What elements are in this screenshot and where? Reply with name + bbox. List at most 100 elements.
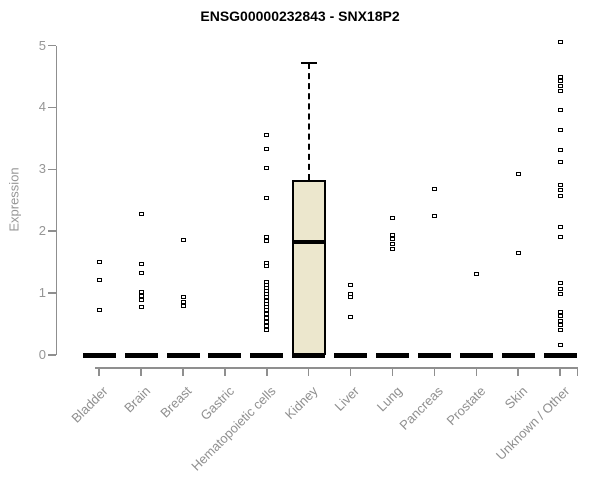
data-point [557, 79, 563, 84]
zero-bar [208, 352, 242, 358]
data-point [180, 295, 186, 300]
y-tick [47, 230, 56, 232]
data-point [557, 40, 563, 45]
data-point [390, 246, 395, 251]
data-point [264, 264, 270, 269]
y-axis-line [55, 45, 57, 355]
zero-bar [250, 352, 284, 358]
data-point [264, 239, 270, 244]
data-point [557, 83, 563, 88]
data-point [390, 237, 395, 242]
x-tick-label: Prostate [443, 383, 489, 429]
data-point [557, 188, 563, 193]
x-tick [559, 367, 561, 376]
data-point [180, 299, 186, 304]
data-point [264, 319, 270, 324]
data-point [557, 183, 563, 188]
data-point [557, 75, 563, 80]
y-tick-label: 3 [38, 161, 46, 177]
data-point [138, 271, 144, 276]
x-tick-label: Gastric [197, 383, 237, 424]
x-tick-label: Lung [373, 383, 405, 415]
kidney-box [291, 180, 326, 355]
x-tick-label: Breast [157, 383, 195, 421]
y-tick [47, 354, 56, 356]
y-tick [47, 292, 56, 294]
y-tick-label: 1 [38, 285, 46, 301]
zero-bar [376, 352, 409, 358]
data-point [515, 172, 521, 177]
data-point [96, 278, 102, 283]
x-tick-label: Liver [331, 383, 363, 414]
data-point [348, 314, 354, 319]
data-point [264, 307, 270, 312]
zero-bar [417, 352, 451, 358]
zero-bar [459, 352, 493, 358]
x-tick [98, 367, 100, 376]
data-point [390, 241, 395, 246]
kidney-median-line [291, 240, 326, 245]
data-point [557, 328, 563, 333]
data-point [557, 314, 563, 318]
data-point [557, 234, 563, 239]
data-point [138, 294, 144, 299]
data-point [557, 224, 563, 229]
data-point [138, 289, 144, 294]
data-point [557, 88, 563, 93]
y-tick-label: 2 [38, 223, 46, 239]
data-point [515, 251, 521, 256]
data-point [431, 213, 437, 218]
zero-bar [543, 352, 577, 358]
zero-bar [82, 352, 116, 358]
data-point [264, 196, 270, 201]
y-tick-label: 4 [38, 99, 46, 115]
y-tick-label: 5 [38, 37, 46, 53]
x-axis-end-tick [576, 367, 578, 376]
y-tick [47, 106, 56, 109]
data-point [390, 216, 395, 221]
data-point [264, 147, 270, 152]
data-point [557, 281, 563, 286]
x-tick-label: Skin [501, 383, 531, 412]
y-axis-title: Expression [6, 167, 22, 232]
data-point [138, 304, 144, 309]
zero-bar [501, 352, 535, 358]
data-point [557, 286, 563, 291]
data-point [180, 238, 186, 243]
data-point [557, 148, 563, 153]
data-point [431, 187, 437, 192]
x-tick [433, 367, 436, 376]
data-point [557, 323, 563, 328]
data-point [264, 328, 270, 333]
data-point [473, 271, 479, 276]
data-point [264, 312, 270, 317]
data-point [96, 307, 102, 312]
kidney-whisker [307, 62, 310, 181]
x-tick [391, 367, 394, 376]
chart-title: ENSG00000232843 - SNX18P2 [200, 8, 400, 24]
data-point [557, 160, 563, 165]
data-point [264, 235, 270, 240]
x-tick-label: Unknown / Other [492, 383, 573, 463]
data-point [390, 232, 395, 237]
data-point [557, 343, 563, 348]
data-point [264, 133, 270, 138]
x-tick [307, 367, 310, 376]
data-point [557, 318, 563, 323]
x-axis-line [95, 367, 578, 369]
kidney-whisker-cap [300, 61, 317, 64]
data-point [138, 297, 144, 302]
zero-bar [124, 352, 158, 358]
x-tick-label: Brain [120, 383, 154, 416]
data-point [557, 193, 563, 198]
y-tick [47, 44, 56, 47]
zero-bar [292, 352, 326, 358]
data-point [557, 292, 563, 297]
data-point [138, 262, 144, 266]
zero-bar [334, 352, 368, 358]
x-tick-label: Bladder [68, 383, 112, 426]
zero-bar [166, 352, 200, 358]
data-point [557, 108, 563, 113]
x-tick [349, 367, 352, 376]
